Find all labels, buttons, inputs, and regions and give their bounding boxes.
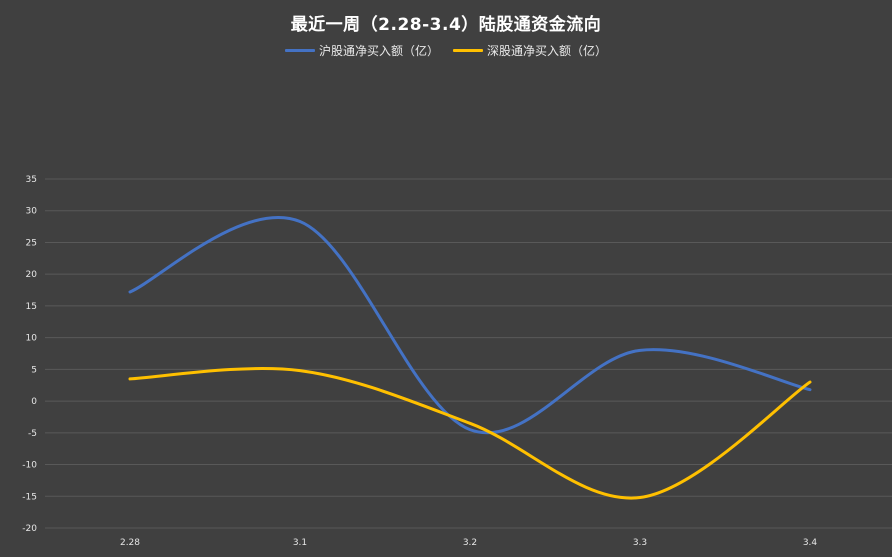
chart-title: 最近一周（2.28-3.4）陆股通资金流向 [290,15,602,35]
y-tick-label: -15 [22,492,37,502]
y-tick-label: 0 [31,397,37,407]
y-tick-label: 15 [26,302,37,312]
legend-item-sz[interactable]: 深股通净买入额（亿） [453,42,607,59]
legend-swatch-sz [453,49,483,52]
y-tick-label: 10 [26,334,38,344]
series-line-1 [128,367,812,500]
y-tick-label: 35 [26,175,37,185]
y-tick-label: -10 [22,461,37,471]
legend-label-sh: 沪股通净买入额（亿） [318,44,439,58]
legend: 沪股通净买入额（亿） 深股通净买入额（亿） [0,42,892,59]
legend-swatch-sh [284,49,315,52]
y-tick-label: 5 [31,365,37,375]
x-tick-label: 3.1 [293,538,307,548]
x-tick-label: 2.28 [120,538,140,548]
legend-label-sz: 深股通净买入额（亿） [487,44,608,58]
x-tick-label: 3.3 [633,538,647,548]
y-tick-label: 25 [26,238,37,248]
y-tick-label: 20 [26,270,38,280]
x-tick-label: 3.4 [803,538,818,548]
legend-item-sh[interactable]: 沪股通净买入额（亿） [284,42,439,59]
y-tick-label: -20 [22,524,37,534]
y-tick-label: 30 [26,207,38,217]
series-line-0 [128,216,812,435]
y-tick-label: -5 [28,429,37,439]
x-tick-label: 3.2 [463,538,477,548]
